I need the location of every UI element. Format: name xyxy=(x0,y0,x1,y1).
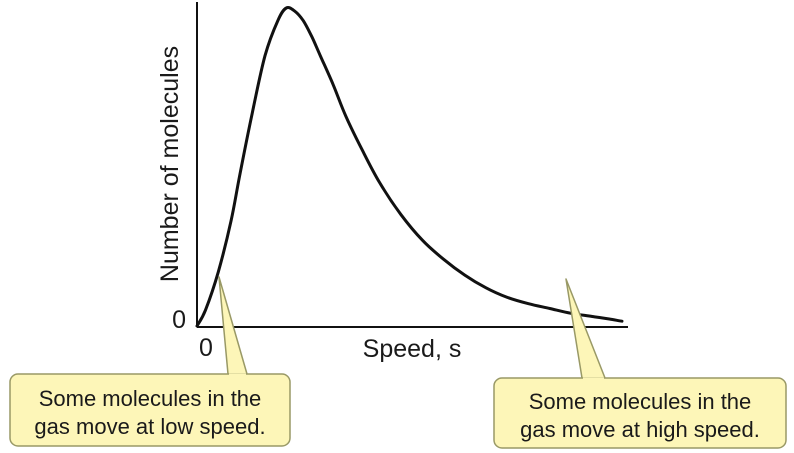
callout-low-speed-line-2: gas move at low speed. xyxy=(34,414,265,439)
x-axis-label: Speed, s xyxy=(363,335,462,363)
y-axis-label: Number of molecules xyxy=(156,46,184,282)
callout-low-speed: Some molecules in the gas move at low sp… xyxy=(9,276,291,447)
callout-high-speed-pointer xyxy=(565,278,606,379)
callout-high-speed-line-1: Some molecules in the xyxy=(529,389,752,414)
callout-low-speed-box xyxy=(9,373,291,447)
distribution-curve xyxy=(195,6,624,328)
callout-high-speed-box xyxy=(493,377,787,449)
callout-high-speed: Some molecules in the gas move at high s… xyxy=(493,278,787,449)
callout-low-speed-pointer xyxy=(218,276,248,375)
callout-low-speed-line-1: Some molecules in the xyxy=(39,386,262,411)
callout-high-speed-line-2: gas move at high speed. xyxy=(520,417,760,442)
y-tick-label-0: 0 xyxy=(172,306,186,334)
x-tick-label-0: 0 xyxy=(199,334,213,362)
